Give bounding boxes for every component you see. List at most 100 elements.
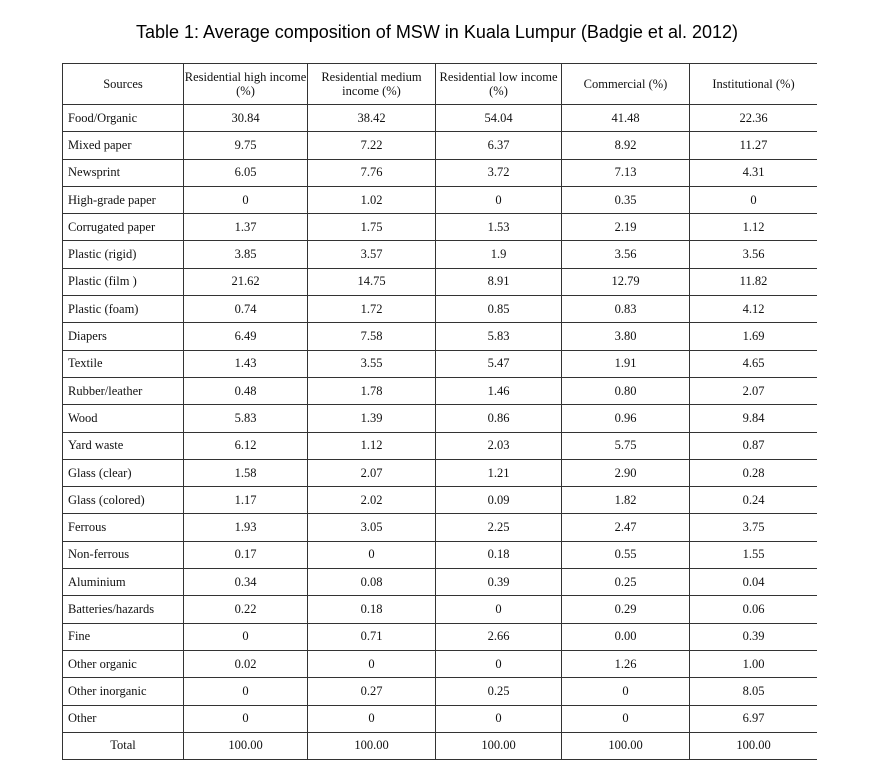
residential-high-cell: 0.22 [183,595,308,624]
residential-low-cell: 0.09 [435,486,562,515]
institutional-cell: 4.12 [689,295,817,324]
column-header-residential-high: Residential high income (%) [183,63,308,105]
institutional-cell: 3.56 [689,240,817,269]
commercial-cell: 0 [561,677,690,706]
institutional-cell: 9.84 [689,404,817,433]
residential-medium-cell: 0 [307,649,436,679]
institutional-cell: 0.24 [689,486,817,515]
residential-low-cell: 8.91 [435,267,562,297]
column-header-commercial: Commercial (%) [561,63,690,105]
source-cell: Plastic (film ) [62,267,184,297]
residential-low-cell: 0.18 [435,540,562,570]
residential-medium-cell: 3.05 [307,513,436,542]
table-row: Plastic (rigid) 3.85 3.57 1.9 3.56 3.56 [62,240,817,269]
table-row: Plastic (foam) 0.74 1.72 0.85 0.83 4.12 [62,295,817,324]
institutional-cell: 0.04 [689,568,817,597]
source-cell: Glass (clear) [62,458,184,488]
residential-high-cell: 0.48 [183,376,308,406]
table-row: Non-ferrous 0.17 0 0.18 0.55 1.55 [62,540,817,570]
residential-low-cell: 1.46 [435,376,562,406]
residential-low-cell: 0 [435,595,562,624]
institutional-cell: 0.06 [689,595,817,624]
source-cell: Corrugated paper [62,213,184,242]
residential-medium-cell: 1.02 [307,185,436,215]
column-header-residential-low: Residential low income (%) [435,63,562,105]
table-container: Sources Residential high income (%) Resi… [62,63,817,780]
table-row: Other inorganic 0 0.27 0.25 0 8.05 [62,677,817,706]
residential-medium-cell: 3.57 [307,240,436,269]
commercial-cell: 100.00 [561,731,690,761]
table-row: Food/Organic 30.84 38.42 54.04 41.48 22.36 [62,103,817,133]
residential-high-cell: 21.62 [183,267,308,297]
institutional-cell: 3.75 [689,513,817,542]
source-cell: Plastic (foam) [62,295,184,324]
header-row: Sources Residential high income (%) Resi… [62,63,817,105]
residential-medium-cell: 0.08 [307,568,436,597]
residential-medium-cell: 1.78 [307,376,436,406]
institutional-cell: 0.39 [689,622,817,651]
source-cell: Batteries/hazards [62,595,184,624]
source-cell: Rubber/leather [62,376,184,406]
residential-low-cell: 5.83 [435,322,562,351]
institutional-cell: 4.31 [689,158,817,187]
residential-high-cell: 5.83 [183,404,308,433]
residential-low-cell: 2.03 [435,431,562,460]
commercial-cell: 0.80 [561,376,690,406]
institutional-cell: 0.28 [689,458,817,488]
residential-medium-cell: 2.07 [307,458,436,488]
residential-high-cell: 0 [183,704,308,733]
commercial-cell: 12.79 [561,267,690,297]
residential-high-cell: 6.49 [183,322,308,351]
residential-medium-cell: 0 [307,704,436,733]
residential-high-cell: 100.00 [183,731,308,761]
source-cell: High-grade paper [62,185,184,215]
residential-low-cell: 100.00 [435,731,562,761]
source-cell: Plastic (rigid) [62,240,184,269]
institutional-cell: 1.12 [689,213,817,242]
table-body: Food/Organic 30.84 38.42 54.04 41.48 22.36 Mix… [62,103,817,761]
institutional-cell: 100.00 [689,731,817,761]
commercial-cell: 1.91 [561,349,690,378]
institutional-cell: 8.05 [689,677,817,706]
residential-medium-cell: 14.75 [307,267,436,297]
institutional-cell: 11.27 [689,131,817,160]
residential-low-cell: 0 [435,649,562,679]
source-cell: Glass (colored) [62,486,184,515]
source-cell: Aluminium [62,568,184,597]
column-header-residential-medium: Residential medium income (%) [307,63,436,105]
residential-low-cell: 0.25 [435,677,562,706]
residential-low-cell: 3.72 [435,158,562,187]
institutional-cell: 1.00 [689,649,817,679]
residential-high-cell: 1.93 [183,513,308,542]
commercial-cell: 0.55 [561,540,690,570]
residential-medium-cell: 0.71 [307,622,436,651]
source-cell: Other inorganic [62,677,184,706]
commercial-cell: 41.48 [561,103,690,133]
table-row: Diapers 6.49 7.58 5.83 3.80 1.69 [62,322,817,351]
residential-high-cell: 30.84 [183,103,308,133]
total-row: Total 100.00 100.00 100.00 100.00 100.00 [62,731,817,761]
source-cell: Non-ferrous [62,540,184,570]
table-row: Batteries/hazards 0.22 0.18 0 0.29 0.06 [62,595,817,624]
institutional-cell: 0 [689,185,817,215]
table-row: Glass (colored) 1.17 2.02 0.09 1.82 0.24 [62,486,817,515]
table-row: Corrugated paper 1.37 1.75 1.53 2.19 1.12 [62,213,817,242]
commercial-cell: 0.96 [561,404,690,433]
residential-medium-cell: 1.39 [307,404,436,433]
residential-medium-cell: 1.12 [307,431,436,460]
institutional-cell: 11.82 [689,267,817,297]
residential-medium-cell: 3.55 [307,349,436,378]
source-cell: Wood [62,404,184,433]
residential-high-cell: 1.43 [183,349,308,378]
residential-high-cell: 6.05 [183,158,308,187]
table-row: Textile 1.43 3.55 5.47 1.91 4.65 [62,349,817,378]
commercial-cell: 0.35 [561,185,690,215]
residential-medium-cell: 7.22 [307,131,436,160]
residential-low-cell: 0.39 [435,568,562,597]
residential-high-cell: 0 [183,622,308,651]
commercial-cell: 3.56 [561,240,690,269]
institutional-cell: 6.97 [689,704,817,733]
commercial-cell: 0.83 [561,295,690,324]
residential-high-cell: 0 [183,677,308,706]
residential-high-cell: 0.74 [183,295,308,324]
